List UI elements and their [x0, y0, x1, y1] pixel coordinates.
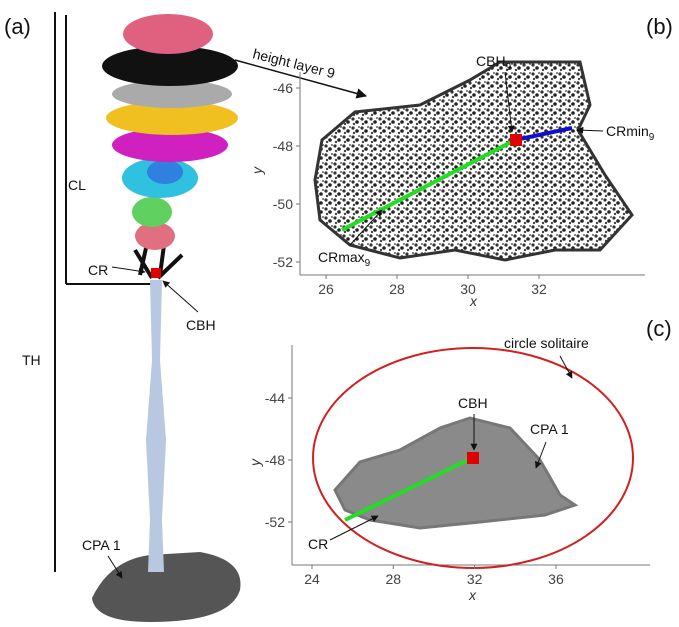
cr-label: CR [308, 536, 328, 552]
crmin-sub: 9 [649, 132, 655, 143]
cbh-label: CBH [458, 395, 488, 411]
stem [146, 280, 166, 572]
panel-b: (b) height layer 9 CBH9 CRmin9 CRmax9 x … [235, 14, 673, 309]
y-tick-label: -52 [265, 514, 285, 530]
panel-label: (b) [646, 14, 673, 39]
y-tick-label: -48 [273, 138, 293, 154]
crmin-text: CRmin [606, 123, 649, 139]
x-tick-label: 28 [386, 571, 402, 587]
x-tick-label: 24 [304, 571, 320, 587]
crown [102, 14, 238, 278]
y-tick-label: -46 [273, 80, 293, 96]
y-axis-label: y [247, 458, 263, 467]
y-tick-label: -44 [265, 390, 285, 406]
crmax-label: CRmax9 [318, 249, 371, 269]
th-label: TH [22, 352, 41, 368]
x-tick-label: 30 [460, 281, 476, 297]
x-tick-label: 32 [531, 281, 547, 297]
figure: (a) CL CR CBH TH CPA 1 (b) height lay [0, 0, 679, 627]
cpa-ground [92, 552, 241, 622]
panel-c: (c) circle solitaire CBH CPA 1 CR x y 24… [247, 316, 672, 603]
x-tick-label: 28 [389, 281, 405, 297]
y-tick-label: -48 [265, 452, 285, 468]
x-tick-label: 32 [467, 571, 483, 587]
cbh-marker [510, 134, 522, 146]
cbh-label: CBH [186, 317, 216, 333]
cpa-label: CPA 1 [530, 421, 569, 437]
circle-label: circle solitaire [504, 335, 589, 351]
panel-a: (a) CL CR CBH TH CPA 1 [4, 12, 241, 622]
y-tick-label: -52 [273, 254, 293, 270]
panel-label: (c) [646, 316, 672, 341]
x-axis-label: x [468, 587, 477, 603]
x-tick-label: 26 [318, 281, 334, 297]
y-tick-label: -50 [273, 196, 293, 212]
cbh-marker [151, 268, 161, 278]
cbh-text: CBH [476, 53, 506, 69]
cl-label: CL [68, 177, 86, 193]
cbh-marker [467, 452, 479, 464]
x-tick-label: 36 [548, 571, 564, 587]
y-axis-label: y [249, 166, 265, 175]
panel-label: (a) [4, 14, 31, 39]
crmax-sub: 9 [365, 258, 371, 269]
crmin-label: CRmin9 [606, 123, 655, 143]
crmax-text: CRmax [318, 249, 365, 265]
cpa-label: CPA 1 [82, 537, 121, 553]
cbh-sub: 9 [506, 62, 512, 73]
cr-label: CR [88, 262, 108, 278]
